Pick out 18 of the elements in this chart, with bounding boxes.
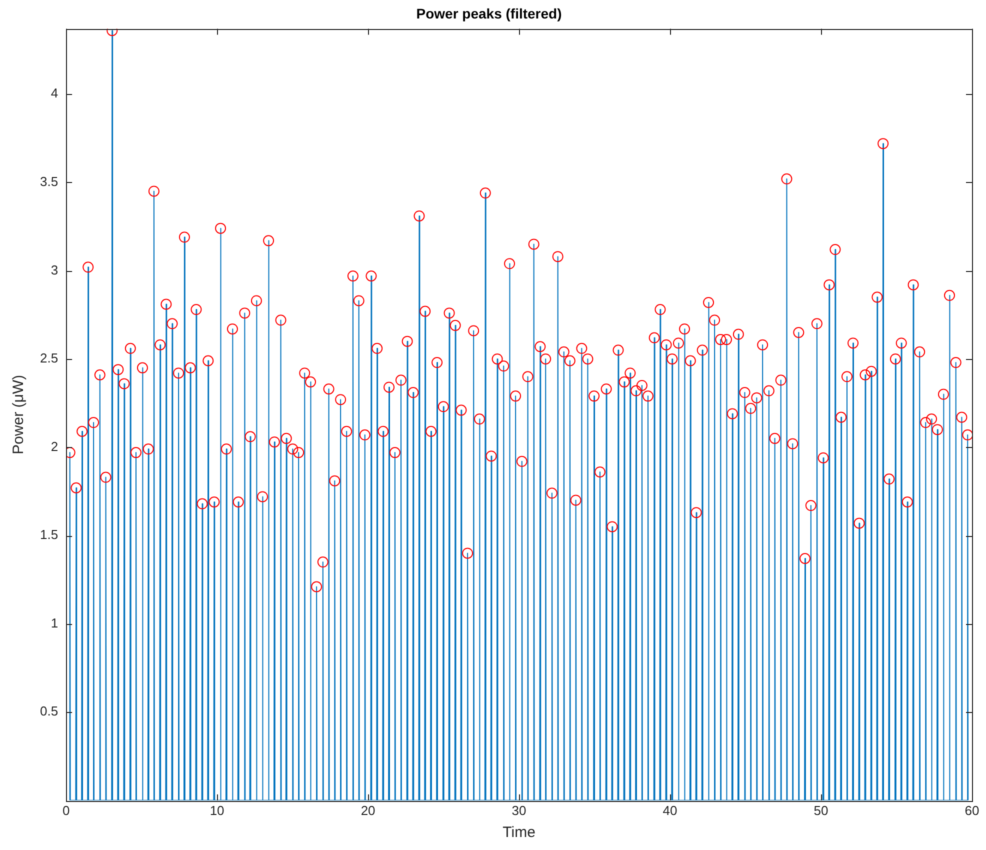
x-tick-label: 10 — [210, 802, 224, 818]
x-axis-title: Time — [502, 824, 536, 842]
y-tick-label: 3 — [50, 262, 58, 278]
y-tick-label: 1.5 — [40, 527, 58, 542]
x-tick-label: 40 — [662, 802, 678, 818]
x-tick-label: 0 — [62, 802, 70, 818]
chart-title: Power peaks (filtered) — [416, 5, 562, 22]
x-tick-label: 50 — [814, 802, 828, 818]
y-tick-label: 0.5 — [40, 704, 58, 719]
y-tick-label: 2.5 — [40, 350, 58, 366]
y-tick-label: 4 — [50, 86, 58, 101]
y-axis-title: Power (μW) — [10, 374, 28, 454]
y-tick-label: 1 — [50, 615, 58, 630]
x-tick-label: 60 — [964, 802, 980, 818]
y-tick-label: 3.5 — [40, 174, 58, 189]
x-tick-label: 30 — [512, 802, 526, 818]
x-tick-label: 20 — [360, 802, 376, 818]
y-tick-label: 2 — [50, 438, 58, 454]
